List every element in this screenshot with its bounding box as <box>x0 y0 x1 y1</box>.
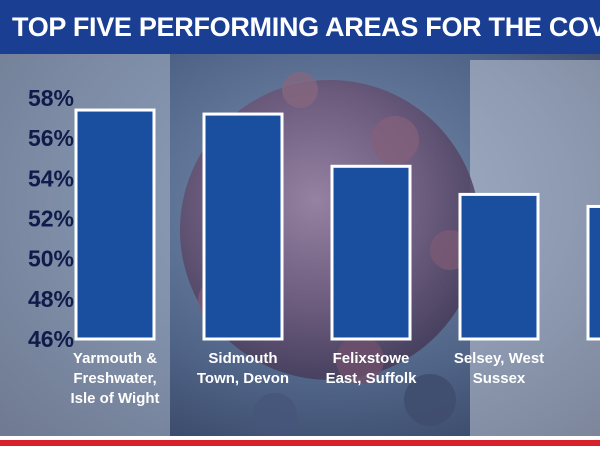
x-category-label: Town, Devon <box>197 370 289 387</box>
bar <box>202 112 284 341</box>
bar <box>458 192 540 341</box>
x-category-label: Sidmouth <box>208 350 277 367</box>
x-category-label: Sussex <box>473 370 526 387</box>
y-tick-label: 54% <box>28 165 74 191</box>
bar <box>74 108 156 341</box>
bar <box>586 204 600 341</box>
bar <box>330 164 412 341</box>
y-tick-label: 50% <box>28 246 74 272</box>
bottom-stripe <box>0 436 600 450</box>
y-tick-label: 46% <box>28 326 74 352</box>
x-category-label: Felixstowe <box>333 350 410 367</box>
x-category-label: Freshwater, <box>73 370 156 387</box>
x-category-label: East, Suffolk <box>326 370 418 387</box>
y-tick-label: 52% <box>28 206 74 232</box>
x-category-label: Yarmouth & <box>73 350 157 367</box>
y-tick-label: 56% <box>28 125 74 151</box>
chart-title: TOP FIVE PERFORMING AREAS FOR THE COVID-… <box>12 12 600 42</box>
red-accent-line <box>0 440 600 446</box>
x-category-label: Selsey, West <box>454 350 544 367</box>
y-tick-label: 58% <box>28 85 74 111</box>
title-bar: TOP FIVE PERFORMING AREAS FOR THE COVID-… <box>0 0 600 54</box>
x-category-label: Isle of Wight <box>70 390 159 407</box>
y-tick-label: 48% <box>28 286 74 312</box>
